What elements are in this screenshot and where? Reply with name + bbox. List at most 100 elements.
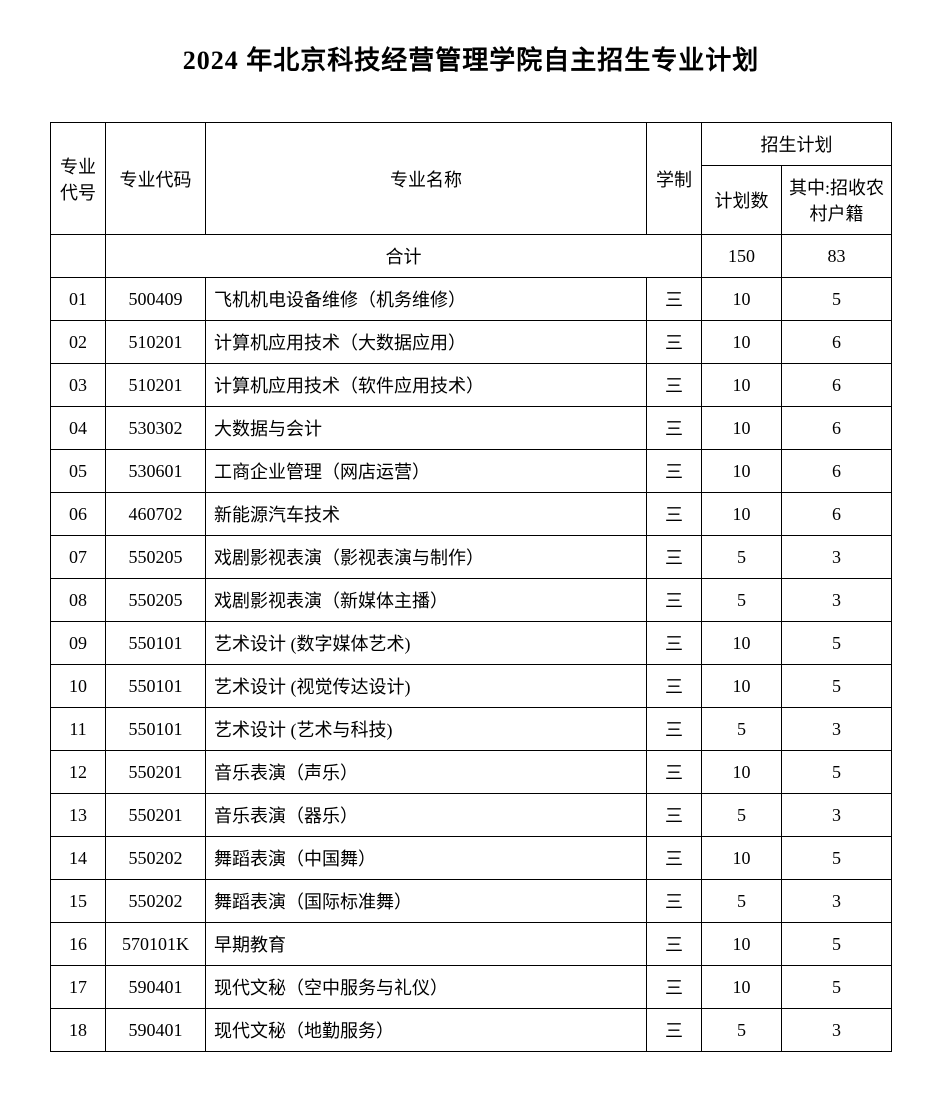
table-row: 04530302大数据与会计三106 bbox=[51, 407, 892, 450]
cell-name: 工商企业管理（网店运营） bbox=[206, 450, 647, 493]
table-row: 01500409飞机机电设备维修（机务维修）三105 bbox=[51, 278, 892, 321]
cell-plan: 5 bbox=[702, 579, 782, 622]
cell-duration: 三 bbox=[647, 321, 702, 364]
cell-code: 460702 bbox=[106, 493, 206, 536]
cell-plan: 10 bbox=[702, 837, 782, 880]
cell-rural: 5 bbox=[782, 837, 892, 880]
cell-name: 早期教育 bbox=[206, 923, 647, 966]
cell-index: 15 bbox=[51, 880, 106, 923]
cell-index: 03 bbox=[51, 364, 106, 407]
cell-plan: 10 bbox=[702, 493, 782, 536]
cell-index: 13 bbox=[51, 794, 106, 837]
cell-name: 艺术设计 (数字媒体艺术) bbox=[206, 622, 647, 665]
cell-rural: 5 bbox=[782, 278, 892, 321]
cell-duration: 三 bbox=[647, 837, 702, 880]
cell-name: 舞蹈表演（中国舞） bbox=[206, 837, 647, 880]
cell-duration: 三 bbox=[647, 493, 702, 536]
cell-index: 02 bbox=[51, 321, 106, 364]
cell-code: 550201 bbox=[106, 794, 206, 837]
cell-index: 16 bbox=[51, 923, 106, 966]
cell-plan: 5 bbox=[702, 880, 782, 923]
cell-plan: 10 bbox=[702, 321, 782, 364]
table-body: 01500409飞机机电设备维修（机务维修）三10502510201计算机应用技… bbox=[51, 278, 892, 1052]
cell-plan: 10 bbox=[702, 923, 782, 966]
table-row: 11550101艺术设计 (艺术与科技)三53 bbox=[51, 708, 892, 751]
cell-rural: 3 bbox=[782, 794, 892, 837]
total-plan: 150 bbox=[702, 235, 782, 278]
cell-index: 09 bbox=[51, 622, 106, 665]
cell-duration: 三 bbox=[647, 278, 702, 321]
total-index-blank bbox=[51, 235, 106, 278]
cell-plan: 5 bbox=[702, 794, 782, 837]
table-row: 07550205戏剧影视表演（影视表演与制作）三53 bbox=[51, 536, 892, 579]
cell-rural: 3 bbox=[782, 1009, 892, 1052]
cell-duration: 三 bbox=[647, 751, 702, 794]
header-code: 专业代码 bbox=[106, 123, 206, 235]
cell-plan: 5 bbox=[702, 708, 782, 751]
cell-duration: 三 bbox=[647, 880, 702, 923]
cell-code: 550101 bbox=[106, 622, 206, 665]
cell-code: 590401 bbox=[106, 1009, 206, 1052]
cell-duration: 三 bbox=[647, 1009, 702, 1052]
table-row: 03510201计算机应用技术（软件应用技术）三106 bbox=[51, 364, 892, 407]
cell-name: 现代文秘（空中服务与礼仪） bbox=[206, 966, 647, 1009]
table-row: 13550201音乐表演（器乐）三53 bbox=[51, 794, 892, 837]
cell-duration: 三 bbox=[647, 622, 702, 665]
table-row: 12550201音乐表演（声乐）三105 bbox=[51, 751, 892, 794]
cell-code: 550202 bbox=[106, 837, 206, 880]
header-plan-rural: 其中:招收农村户籍 bbox=[782, 166, 892, 235]
cell-name: 现代文秘（地勤服务） bbox=[206, 1009, 647, 1052]
page-title: 2024 年北京科技经营管理学院自主招生专业计划 bbox=[50, 40, 892, 77]
cell-rural: 6 bbox=[782, 407, 892, 450]
cell-name: 计算机应用技术（大数据应用） bbox=[206, 321, 647, 364]
cell-duration: 三 bbox=[647, 364, 702, 407]
cell-index: 14 bbox=[51, 837, 106, 880]
cell-rural: 6 bbox=[782, 321, 892, 364]
cell-plan: 10 bbox=[702, 450, 782, 493]
cell-rural: 5 bbox=[782, 622, 892, 665]
cell-plan: 10 bbox=[702, 966, 782, 1009]
cell-duration: 三 bbox=[647, 665, 702, 708]
cell-name: 计算机应用技术（软件应用技术） bbox=[206, 364, 647, 407]
cell-plan: 10 bbox=[702, 407, 782, 450]
table-row: 06460702新能源汽车技术三106 bbox=[51, 493, 892, 536]
cell-name: 艺术设计 (艺术与科技) bbox=[206, 708, 647, 751]
cell-name: 艺术设计 (视觉传达设计) bbox=[206, 665, 647, 708]
table-row: 17590401现代文秘（空中服务与礼仪）三105 bbox=[51, 966, 892, 1009]
cell-rural: 5 bbox=[782, 665, 892, 708]
cell-plan: 10 bbox=[702, 364, 782, 407]
cell-index: 05 bbox=[51, 450, 106, 493]
cell-rural: 3 bbox=[782, 579, 892, 622]
cell-duration: 三 bbox=[647, 794, 702, 837]
table-row: 08550205戏剧影视表演（新媒体主播）三53 bbox=[51, 579, 892, 622]
cell-index: 06 bbox=[51, 493, 106, 536]
cell-duration: 三 bbox=[647, 708, 702, 751]
cell-code: 570101K bbox=[106, 923, 206, 966]
table-row: 14550202舞蹈表演（中国舞）三105 bbox=[51, 837, 892, 880]
cell-rural: 3 bbox=[782, 536, 892, 579]
cell-rural: 6 bbox=[782, 450, 892, 493]
cell-rural: 5 bbox=[782, 966, 892, 1009]
table-row: 10550101艺术设计 (视觉传达设计)三105 bbox=[51, 665, 892, 708]
cell-plan: 10 bbox=[702, 278, 782, 321]
table-row: 18590401现代文秘（地勤服务）三53 bbox=[51, 1009, 892, 1052]
cell-duration: 三 bbox=[647, 536, 702, 579]
table-row: 15550202舞蹈表演（国际标准舞）三53 bbox=[51, 880, 892, 923]
cell-duration: 三 bbox=[647, 923, 702, 966]
cell-name: 舞蹈表演（国际标准舞） bbox=[206, 880, 647, 923]
cell-index: 07 bbox=[51, 536, 106, 579]
cell-code: 550201 bbox=[106, 751, 206, 794]
header-plan-group: 招生计划 bbox=[702, 123, 892, 166]
cell-plan: 5 bbox=[702, 536, 782, 579]
cell-rural: 6 bbox=[782, 493, 892, 536]
header-plan-count: 计划数 bbox=[702, 166, 782, 235]
cell-index: 17 bbox=[51, 966, 106, 1009]
header-duration: 学制 bbox=[647, 123, 702, 235]
cell-plan: 10 bbox=[702, 751, 782, 794]
admission-plan-table: 专业代号 专业代码 专业名称 学制 招生计划 计划数 其中:招收农村户籍 合计 … bbox=[50, 122, 892, 1052]
cell-index: 12 bbox=[51, 751, 106, 794]
cell-index: 04 bbox=[51, 407, 106, 450]
header-index: 专业代号 bbox=[51, 123, 106, 235]
cell-index: 10 bbox=[51, 665, 106, 708]
cell-index: 11 bbox=[51, 708, 106, 751]
